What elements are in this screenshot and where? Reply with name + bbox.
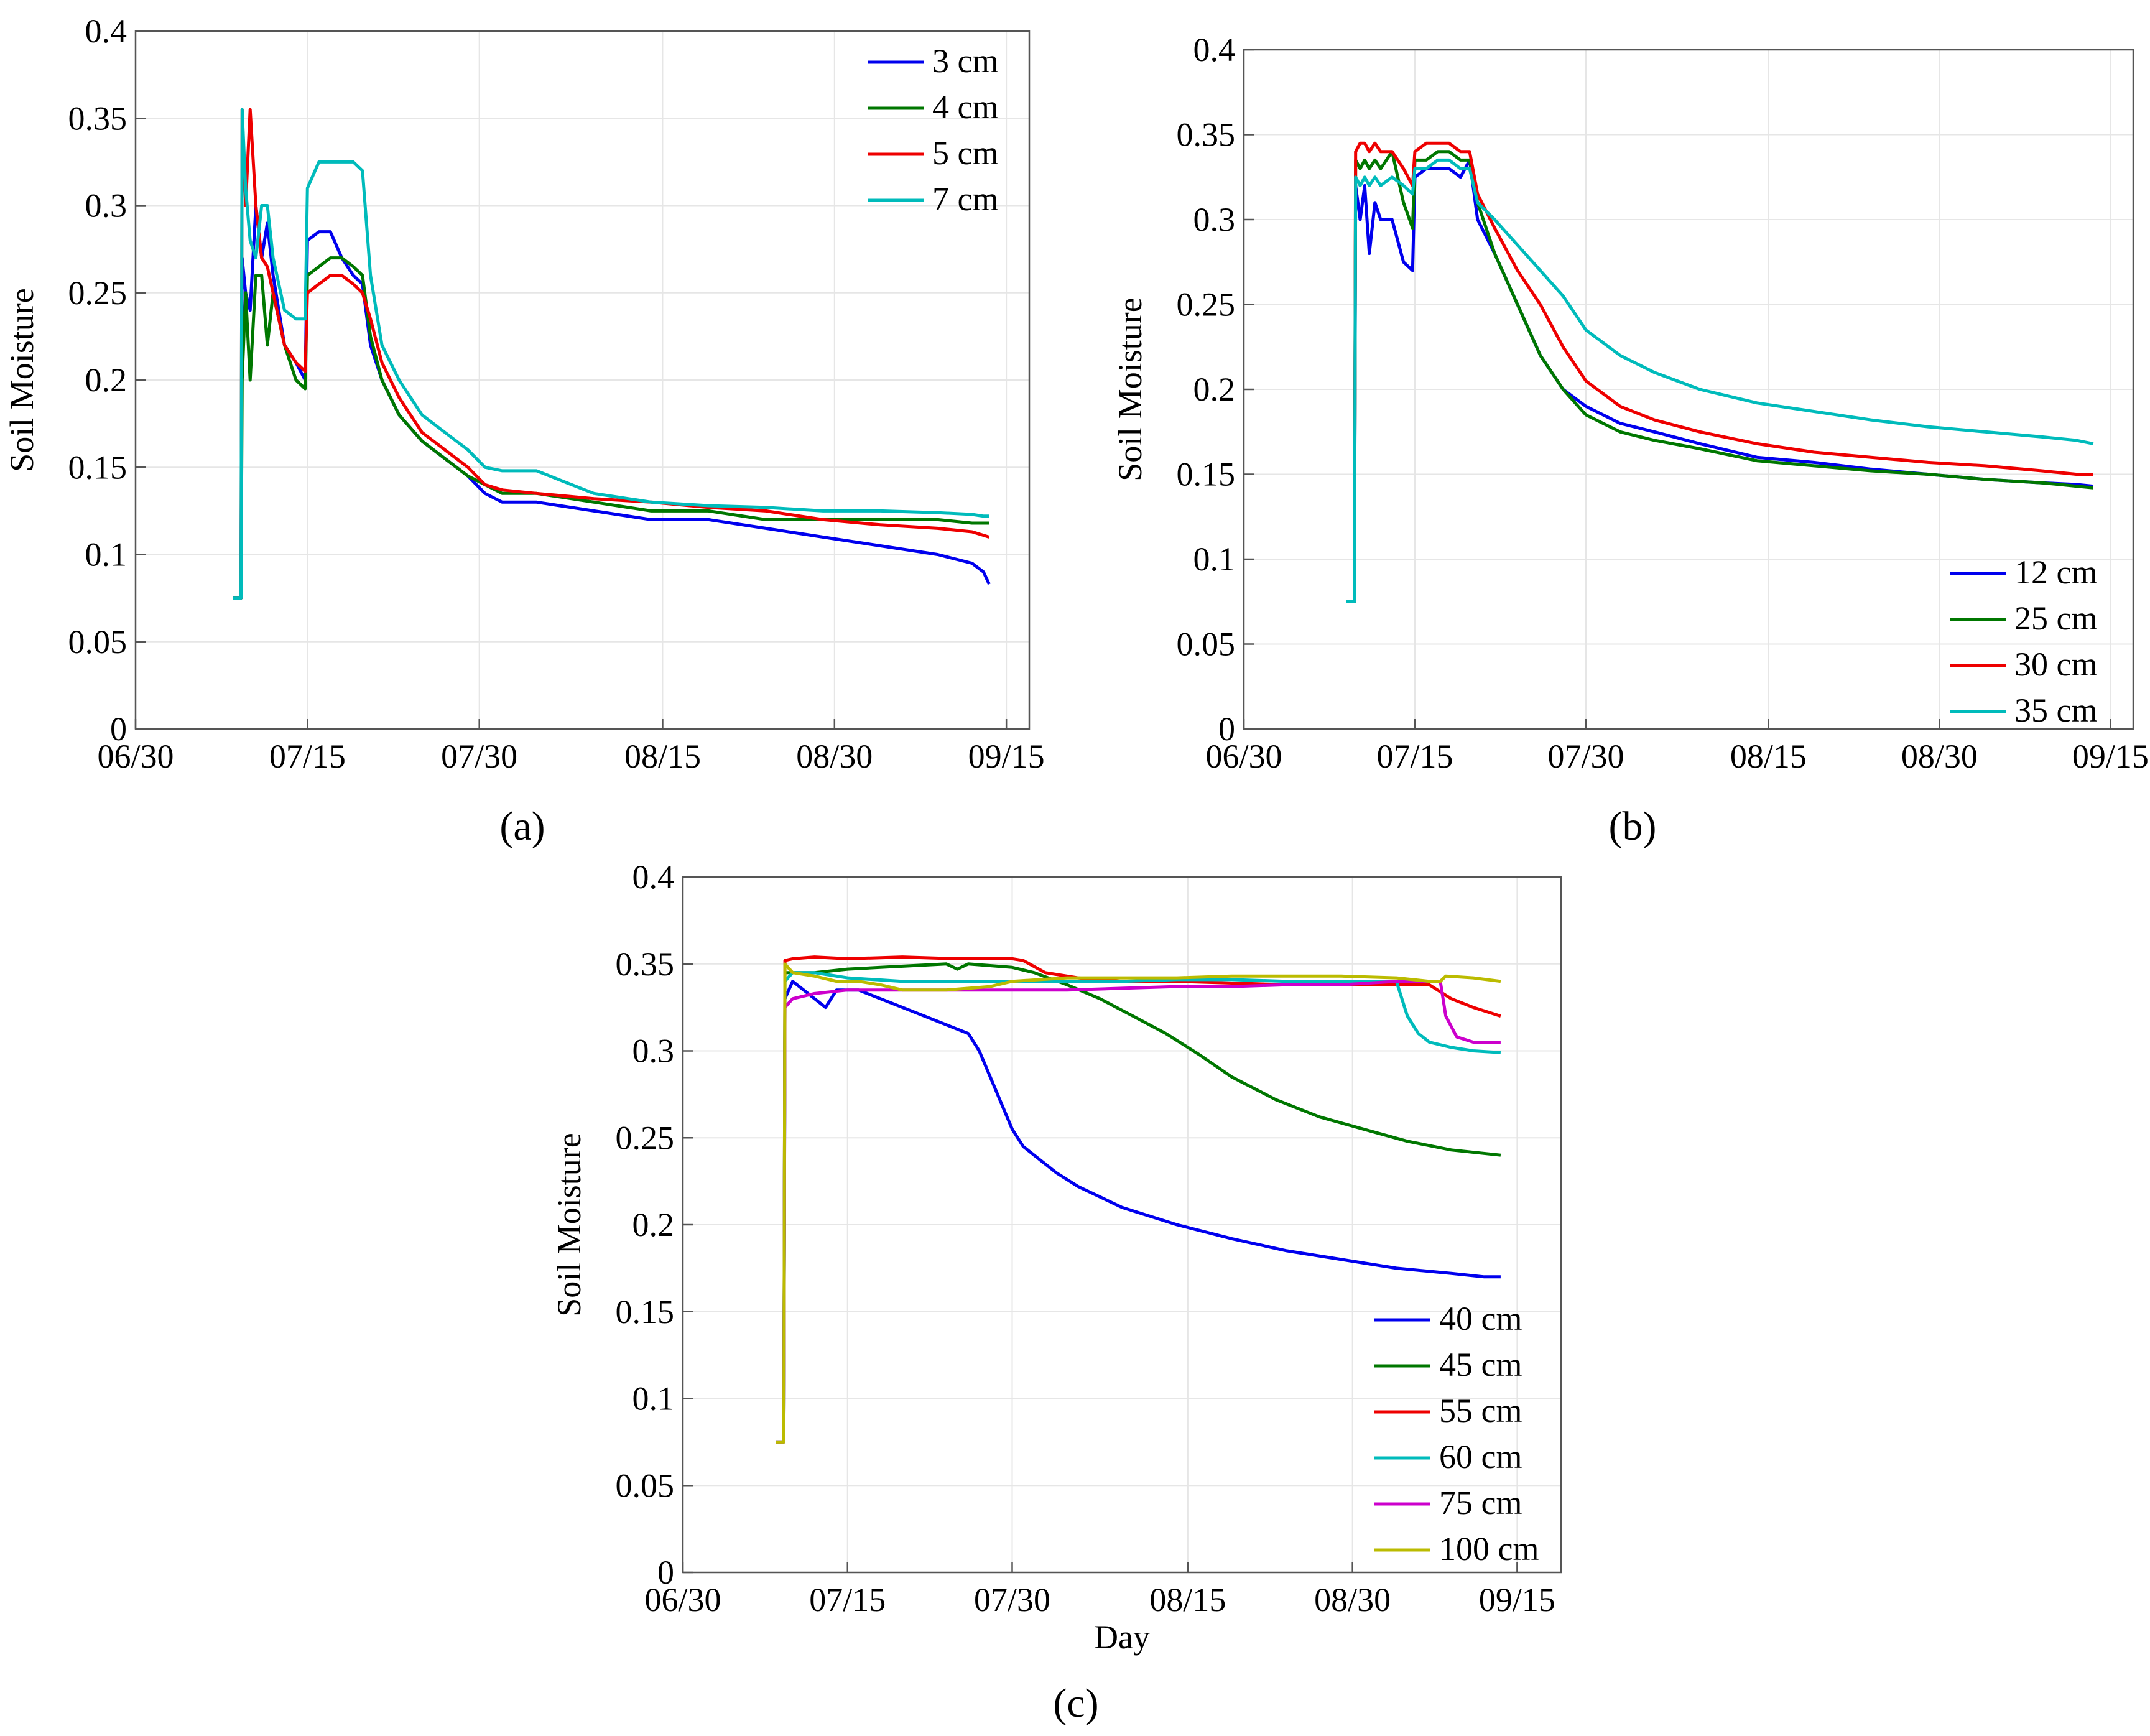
- chart-panel-c: 06/30 07/15 07/30 08/15 08/30 09/15 0 0.05 0.1 0.…: [550, 858, 1562, 1656]
- x-tick-label-a-1: 07/15: [269, 738, 346, 775]
- y-tick-label-b-8: 0.4: [1193, 31, 1236, 68]
- y-tick-label-a-8: 0.4: [85, 12, 127, 50]
- y-tick-label-a-4: 0.2: [85, 361, 127, 399]
- y-tick-label-b-7: 0.35: [1177, 116, 1236, 154]
- legend-b: 12 cm 25 cm 30 cm 35 cm: [1950, 554, 2097, 729]
- legend-label-c-1: 45 cm: [1439, 1346, 1522, 1383]
- legend-label-c-2: 55 cm: [1439, 1392, 1522, 1429]
- y-tick-label-c-0: 0: [657, 1554, 674, 1591]
- legend-label-b-1: 25 cm: [2014, 600, 2097, 637]
- series-line-a-3: [233, 108, 989, 600]
- chart-panel-a: 06/30 07/15 07/30 08/15 08/30 09/15 0 0.05 0.1 0.…: [3, 12, 1045, 775]
- x-tick-label-c-4: 08/30: [1314, 1581, 1391, 1618]
- series-line-c-3: [776, 971, 1501, 1444]
- panel-label-a: (a): [499, 804, 545, 849]
- y-tick-label-a-1: 0.05: [68, 623, 127, 661]
- legend-label-c-0: 40 cm: [1439, 1300, 1522, 1337]
- x-axis-title-c: Day: [1094, 1618, 1150, 1656]
- y-tick-label-c-7: 0.35: [616, 945, 675, 983]
- series-line-c-5: [776, 962, 1501, 1444]
- x-tick-label-b-0: 06/30: [1205, 738, 1282, 775]
- series-line-a-1: [233, 256, 989, 600]
- legend-label-a-3: 7 cm: [932, 180, 998, 218]
- y-tick-label-b-4: 0.2: [1193, 371, 1236, 408]
- x-tick-label-a-4: 08/30: [796, 738, 873, 775]
- x-tick-label-c-0: 06/30: [644, 1581, 721, 1618]
- y-tick-label-a-2: 0.1: [85, 536, 127, 573]
- y-axis-title-b: Soil Moisture: [1111, 297, 1149, 481]
- x-tick-label-c-3: 08/15: [1149, 1581, 1226, 1618]
- x-tick-label-c-1: 07/15: [809, 1581, 886, 1618]
- y-tick-label-a-3: 0.15: [68, 448, 127, 486]
- y-tick-label-c-8: 0.4: [632, 858, 675, 896]
- panel-label-c: (c): [1053, 1681, 1098, 1726]
- y-tick-label-b-6: 0.3: [1193, 201, 1236, 238]
- series-line-a-2: [233, 108, 990, 600]
- y-tick-label-a-7: 0.35: [68, 100, 127, 137]
- legend-label-a-1: 4 cm: [932, 88, 998, 126]
- series-line-c-2: [776, 955, 1501, 1444]
- legend-label-b-2: 30 cm: [2014, 646, 2097, 683]
- y-tick-label-c-3: 0.15: [616, 1293, 675, 1330]
- x-tick-label-b-2: 07/30: [1547, 738, 1624, 775]
- chart-panel-b: 06/30 07/15 07/30 08/15 08/30 09/15 0 0.05 0.1 0.…: [1111, 31, 2149, 775]
- series-line-b-3: [1346, 158, 2094, 603]
- y-axis-title-c: Soil Moisture: [550, 1133, 588, 1317]
- y-tick-label-b-0: 0: [1218, 710, 1235, 748]
- y-tick-label-b-3: 0.15: [1177, 456, 1236, 493]
- y-tick-label-c-2: 0.1: [632, 1380, 675, 1418]
- x-tick-label-c-2: 07/30: [974, 1581, 1050, 1618]
- panel-label-b: (b): [1609, 804, 1657, 849]
- legend-label-b-0: 12 cm: [2014, 554, 2097, 591]
- series-line-b-2: [1346, 141, 2093, 603]
- legend-label-c-3: 60 cm: [1439, 1438, 1522, 1475]
- x-tick-label-b-5: 09/15: [2072, 738, 2149, 775]
- y-tick-label-c-4: 0.2: [632, 1206, 675, 1243]
- x-tick-label-a-0: 06/30: [97, 738, 174, 775]
- y-tick-label-a-0: 0: [110, 710, 127, 748]
- x-tick-label-a-3: 08/15: [624, 738, 701, 775]
- y-tick-label-c-5: 0.25: [616, 1119, 675, 1156]
- y-axis-title-a: Soil Moisture: [3, 288, 40, 472]
- x-tick-label-c-5: 09/15: [1479, 1581, 1555, 1618]
- legend-label-a-2: 5 cm: [932, 134, 998, 172]
- x-tick-label-b-1: 07/15: [1376, 738, 1453, 775]
- y-tick-label-c-6: 0.3: [632, 1033, 675, 1070]
- x-tick-label-b-3: 08/15: [1730, 738, 1807, 775]
- y-tick-label-b-2: 0.1: [1193, 541, 1236, 578]
- y-tick-label-a-6: 0.3: [85, 187, 127, 225]
- y-tick-label-a-5: 0.25: [68, 274, 127, 312]
- y-tick-label-c-1: 0.05: [616, 1467, 675, 1504]
- x-tick-label-a-2: 07/30: [441, 738, 517, 775]
- legend-label-a-0: 3 cm: [932, 42, 998, 80]
- series-line-c-4: [776, 980, 1501, 1444]
- y-tick-label-b-5: 0.25: [1177, 286, 1236, 323]
- legend-label-c-4: 75 cm: [1439, 1484, 1522, 1521]
- legend-c: 40 cm 45 cm 55 cm 60 cm 75 cm 100 cm: [1374, 1300, 1539, 1567]
- series-line-c-0: [776, 980, 1501, 1444]
- x-tick-label-b-4: 08/30: [1901, 738, 1978, 775]
- legend-label-c-5: 100 cm: [1439, 1530, 1539, 1567]
- y-tick-label-b-1: 0.05: [1177, 626, 1236, 663]
- x-tick-label-a-5: 09/15: [968, 738, 1045, 775]
- legend-label-b-3: 35 cm: [2014, 692, 2097, 729]
- legend-a: 3 cm 4 cm 5 cm 7 cm: [868, 42, 998, 218]
